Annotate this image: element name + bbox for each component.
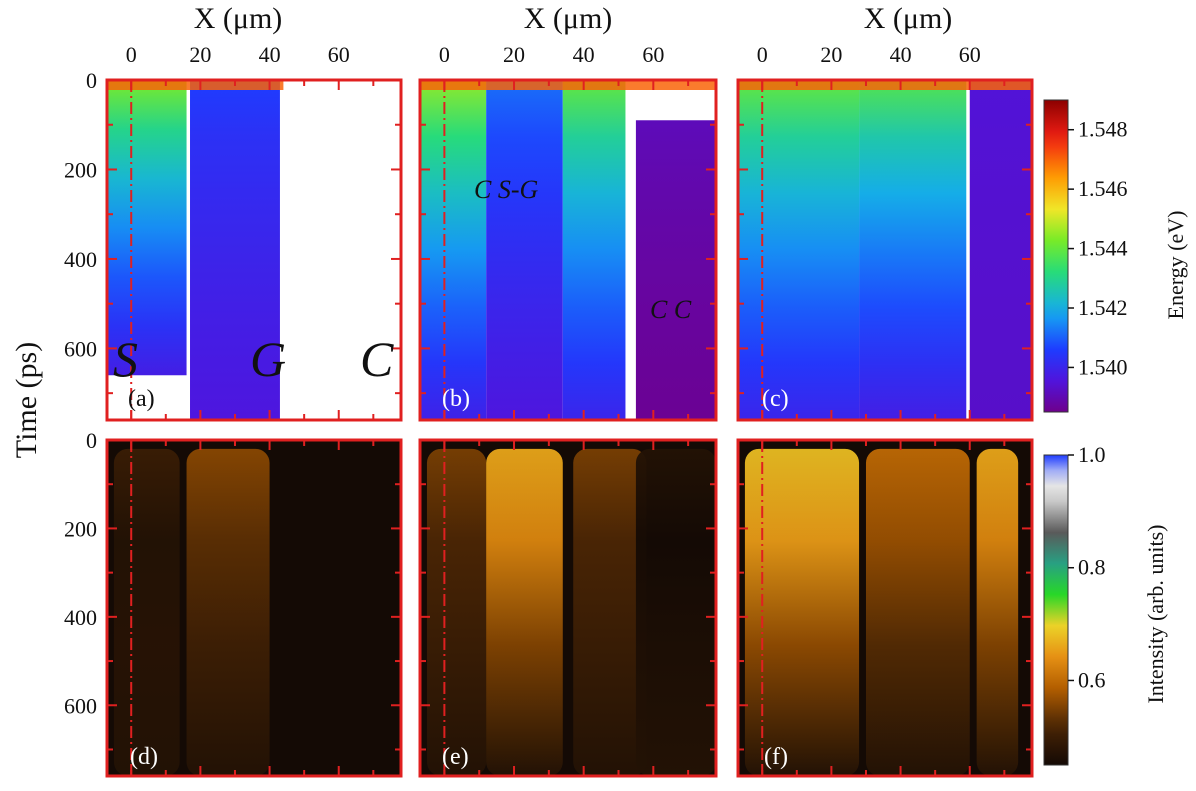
x-tick-label: 40	[890, 42, 912, 67]
panels-group	[105, 78, 1034, 778]
x-axis-label-c: X (μm)	[864, 2, 953, 35]
panel-label-c: (c)	[762, 386, 789, 412]
intensity-stripe	[486, 448, 563, 776]
panel-label-e: (e)	[442, 744, 469, 770]
panel-frame	[736, 78, 1034, 422]
colorbar-intensity: 0.6 0.8 1.0	[1043, 442, 1106, 766]
intensity-stripe	[426, 448, 487, 776]
y-axis-label: Time (ps)	[10, 342, 43, 458]
region-label-c: C	[360, 331, 394, 387]
y-tick-label: 400	[64, 247, 97, 272]
colorbars-group: 1.540 1.542 1.544 1.546 1.548 0.6 0.8 1.0	[1043, 99, 1128, 766]
colorbar-tick-label: 1.542	[1078, 295, 1128, 320]
region-label-g: G	[250, 331, 286, 387]
intensity-colorbar-label: Intensity (arb. units)	[1143, 524, 1168, 703]
panel-frame	[736, 438, 1034, 778]
early-time-band	[420, 80, 716, 90]
panel-label-a: (a)	[128, 386, 155, 412]
y-tick-label: 400	[64, 605, 97, 630]
energy-region-G	[486, 80, 563, 420]
x-tick-label: 40	[573, 42, 595, 67]
intensity-stripe	[113, 448, 180, 776]
energy-region-bridge	[859, 80, 967, 420]
early-time-band	[107, 80, 284, 90]
energy-colorbar-label: Energy (eV)	[1163, 211, 1188, 320]
x-axis-label-b: X (μm)	[524, 2, 613, 35]
x-axis-label-a: X (μm)	[194, 2, 283, 35]
panel-frame	[418, 78, 718, 422]
panel-label-f: (f)	[764, 744, 788, 770]
y-tick-label: 0	[86, 68, 97, 93]
intensity-stripe	[186, 448, 270, 776]
colorbar-gradient	[1043, 454, 1069, 766]
colorbar-tick-label: 1.548	[1078, 117, 1128, 142]
y-tick-label: 200	[64, 157, 97, 182]
early-time-band	[738, 80, 1032, 90]
energy-region-G	[190, 80, 280, 420]
colorbar-energy: 1.540 1.542 1.544 1.546 1.548	[1043, 99, 1128, 413]
colorbar-tick-label: 1.0	[1078, 442, 1106, 467]
panel-e	[418, 438, 718, 778]
energy-region-C	[635, 120, 716, 420]
y-tick-label: 600	[64, 336, 97, 361]
energy-region-S	[420, 80, 487, 420]
intensity-stripe	[744, 448, 860, 776]
intensity-stripe	[573, 448, 647, 776]
panel-a	[105, 78, 403, 422]
intensity-stripe	[865, 448, 970, 776]
x-tick-label: 60	[328, 42, 350, 67]
y-tick-label: 200	[64, 516, 97, 541]
x-tick-label: 60	[642, 42, 664, 67]
panel-f	[736, 438, 1034, 778]
colorbar-tick-label: 1.540	[1078, 354, 1128, 379]
panel-label-b: (b)	[442, 386, 470, 412]
panel-frame	[105, 78, 403, 422]
condensate-label-c: C C	[650, 295, 692, 324]
x-tick-label: 20	[820, 42, 842, 67]
colorbar-tick-label: 0.6	[1078, 667, 1106, 692]
x-tick-label: 20	[189, 42, 211, 67]
panel-label-d: (d)	[130, 744, 158, 770]
x-tick-label: 60	[959, 42, 981, 67]
panel-c	[736, 78, 1034, 422]
energy-region-S	[107, 80, 187, 376]
region-label-s: S	[113, 331, 138, 387]
panel-b	[418, 78, 718, 422]
panel-frame	[105, 438, 403, 778]
y-tick-label: 600	[64, 693, 97, 718]
energy-region-S	[738, 80, 860, 420]
y-tick-label: 0	[86, 428, 97, 453]
colorbar-tick-label: 1.546	[1078, 176, 1128, 201]
energy-region-bridge	[562, 80, 626, 420]
colorbar-gradient	[1043, 99, 1069, 413]
x-tick-label: 0	[757, 42, 768, 67]
condensate-label-s-g: C S-G	[474, 175, 539, 204]
colorbar-tick-label: 1.544	[1078, 236, 1128, 261]
x-tick-label: 0	[126, 42, 137, 67]
colorbar-tick-label: 0.8	[1078, 555, 1106, 580]
panel-frame	[418, 438, 718, 778]
intensity-stripe	[976, 448, 1019, 776]
x-tick-label: 20	[503, 42, 525, 67]
x-tick-label: 0	[439, 42, 450, 67]
intensity-stripe	[635, 448, 716, 776]
energy-region-C	[969, 80, 1032, 420]
panel-d	[105, 438, 403, 778]
x-tick-label: 40	[259, 42, 281, 67]
